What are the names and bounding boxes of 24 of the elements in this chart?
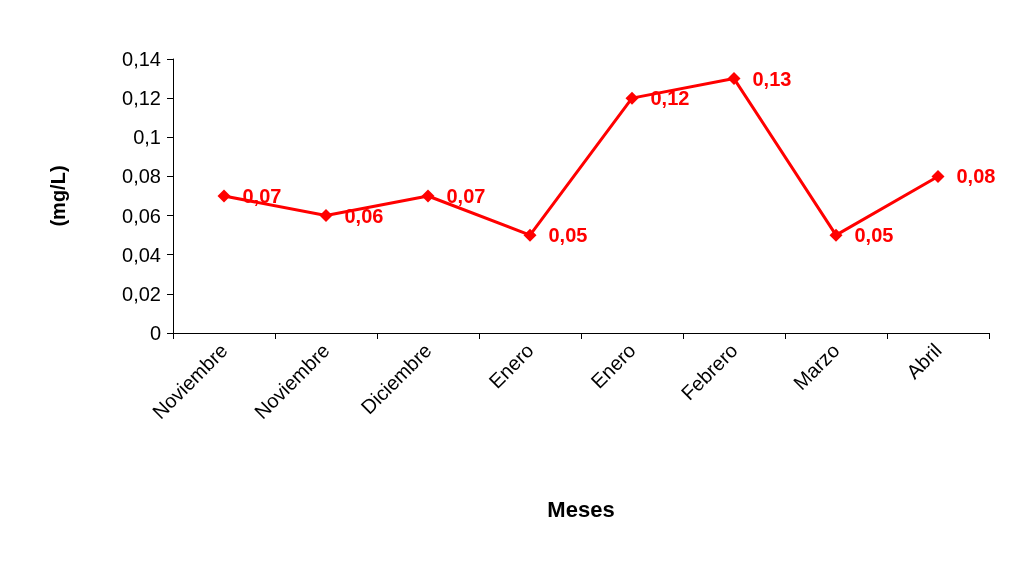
x-axis-title: Meses [547,496,615,522]
point [421,189,435,203]
point [523,228,537,242]
point [217,189,231,203]
data-label: 0,07 [446,185,486,207]
y-tick-label: 0,14 [122,48,161,70]
data-label: 0,05 [548,224,588,247]
y-tick-label: 0,06 [122,204,161,227]
y-tick-label: 0,04 [122,243,161,266]
point [319,209,333,223]
y-axis-title: (mg/L) [47,165,69,227]
data-label: 0,13 [752,67,792,90]
data-label: 0,06 [344,204,384,227]
data-label: 0,05 [854,224,894,247]
point [829,228,843,242]
point [931,169,945,183]
data-label: 0,08 [956,165,996,188]
point [625,91,639,105]
y-tick-label: 0,12 [122,87,161,110]
y-tick-label: 0,1 [133,126,161,149]
y-tick-label: 0,02 [122,282,161,305]
point [727,72,741,86]
y-tick-label: 0 [149,322,161,344]
y-tick-label: 0,08 [122,165,161,188]
